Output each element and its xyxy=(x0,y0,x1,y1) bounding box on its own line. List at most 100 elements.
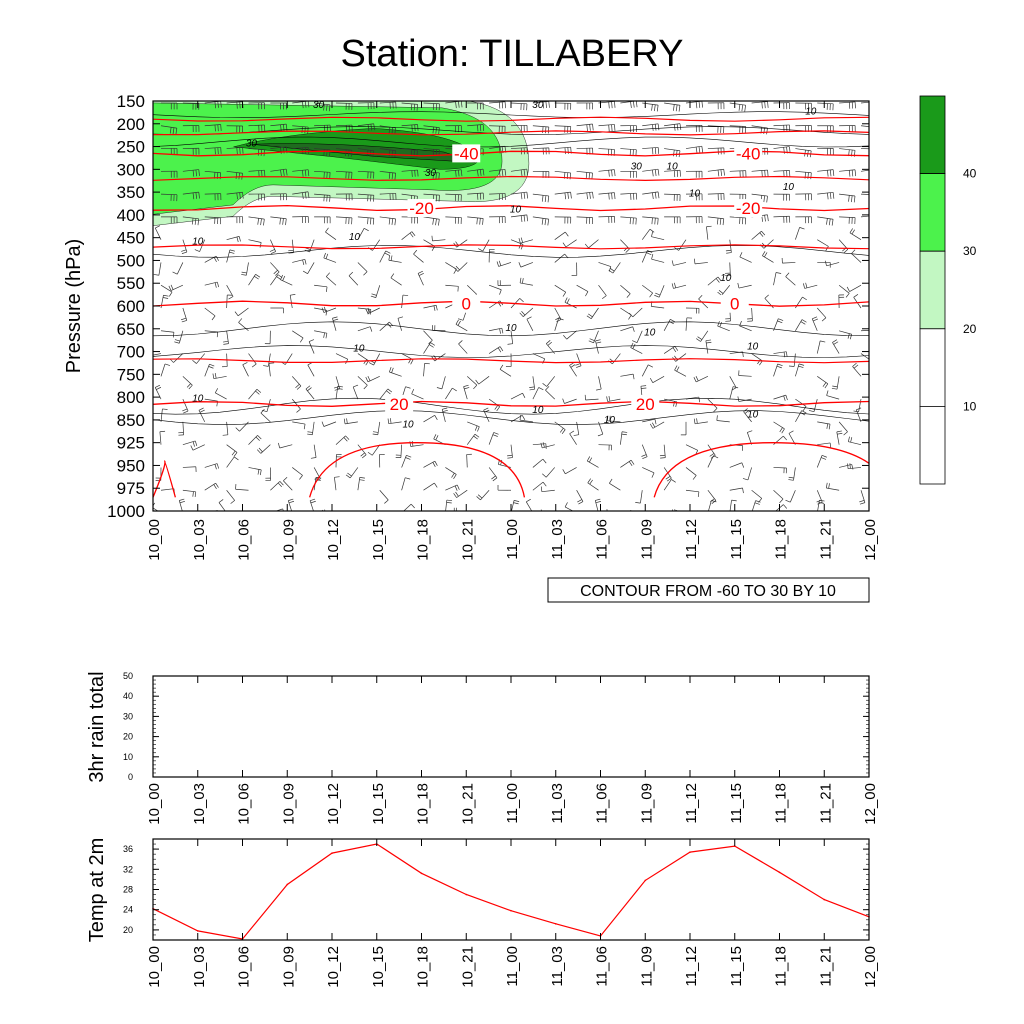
wind-barb-shaft xyxy=(445,284,459,287)
temperature-label: 0 xyxy=(462,295,471,314)
wind-barb xyxy=(278,442,293,449)
wind-barb-feather xyxy=(701,146,704,153)
wind-barb-shaft xyxy=(651,306,665,309)
temperature-contour xyxy=(153,244,869,250)
wind-barb xyxy=(314,102,331,112)
wind-barb-feather xyxy=(432,172,435,179)
time-tick-label: 10_18 xyxy=(415,519,432,561)
wind-barb-feather xyxy=(174,339,181,342)
wind-barb-feather xyxy=(501,101,504,109)
wind-barb-shaft xyxy=(773,421,785,430)
wind-barb-feather xyxy=(359,479,365,481)
wind-barb-feather xyxy=(611,192,613,200)
wind-barb-feather xyxy=(229,251,235,254)
wind-barb-feather xyxy=(477,426,480,432)
wind-barb-shaft xyxy=(307,364,315,377)
wind-barb-feather xyxy=(564,192,567,200)
wind-barb-shaft xyxy=(226,456,235,468)
wind-barb xyxy=(505,353,512,367)
wind-barb-shaft xyxy=(576,284,589,292)
wind-barb-shaft xyxy=(226,191,243,195)
wind-barb-feather xyxy=(323,252,326,259)
wind-barb-feather xyxy=(463,384,469,387)
wind-barb-feather xyxy=(214,388,219,394)
wind-barb xyxy=(423,216,440,226)
wind-speed-label: 10 xyxy=(192,394,204,405)
wind-barb-shaft xyxy=(789,490,796,503)
wind-barb-feather xyxy=(242,362,248,366)
wind-barb xyxy=(489,101,506,109)
wind-barb xyxy=(529,376,536,391)
rain-time-label: 10_00 xyxy=(146,783,163,825)
wind-barb-feather xyxy=(586,124,588,132)
wind-barb xyxy=(401,455,412,468)
wind-barb-feather xyxy=(776,365,782,369)
wind-barb-shaft xyxy=(729,462,742,468)
wind-barb xyxy=(467,216,484,225)
wind-barb-shaft xyxy=(248,216,265,220)
wind-barb-shaft xyxy=(607,513,620,514)
wind-barb xyxy=(497,484,512,491)
wind-barb-shaft xyxy=(826,487,840,491)
wind-barb xyxy=(489,168,507,177)
wind-barb-feather xyxy=(523,169,526,176)
wind-barb-shaft xyxy=(773,146,790,149)
wind-barb-shaft xyxy=(510,191,527,195)
wind-barb xyxy=(292,330,304,343)
wind-barb-shaft xyxy=(335,216,352,219)
wind-barb-shaft xyxy=(226,101,243,104)
wind-barb-feather xyxy=(215,483,219,488)
wind-barb-feather xyxy=(390,418,392,424)
wind-barb xyxy=(234,307,249,317)
wind-barb xyxy=(649,376,665,383)
wind-barb-feather xyxy=(302,259,305,266)
wind-barb-feather xyxy=(372,218,375,225)
wind-barb-shaft xyxy=(410,444,424,447)
wind-barb-feather xyxy=(540,442,543,449)
wind-barb xyxy=(445,169,463,177)
time-tick-label: 10_06 xyxy=(236,519,253,561)
wind-barb-feather xyxy=(235,172,238,179)
wind-barb-shaft xyxy=(675,353,687,362)
wind-speed-label: 30 xyxy=(313,100,325,111)
wind-barb-feather xyxy=(563,334,567,340)
wind-barb xyxy=(620,326,635,332)
wind-barb-feather xyxy=(229,249,235,252)
wind-barb-feather xyxy=(296,385,302,390)
wind-barb-feather xyxy=(570,192,572,199)
pressure-tick-label: 650 xyxy=(117,320,145,339)
wind-speed-contour xyxy=(153,410,869,425)
wind-barb-shaft xyxy=(554,318,559,331)
wind-barb xyxy=(411,388,424,400)
wind-barb-feather xyxy=(390,255,393,261)
wind-barb-feather xyxy=(871,170,872,176)
wind-barb-shaft xyxy=(532,376,536,390)
wind-barb-shaft xyxy=(663,319,671,331)
wind-barb-feather xyxy=(850,518,854,521)
wind-barb-shaft xyxy=(226,146,243,149)
wind-barb-feather xyxy=(778,318,784,321)
wind-barb xyxy=(292,169,310,177)
wind-barb xyxy=(817,421,831,430)
wind-barb-shaft xyxy=(598,262,611,267)
wind-barb-feather xyxy=(651,472,655,478)
wind-barb-feather xyxy=(234,311,239,317)
wind-barb-feather xyxy=(576,365,582,368)
rain-time-label: 11_03 xyxy=(549,783,566,824)
wind-barb-feather xyxy=(388,127,391,134)
colorbar-segment xyxy=(919,173,946,252)
wind-barb xyxy=(685,444,699,456)
wind-barb-shaft xyxy=(860,490,866,503)
wind-barb-feather xyxy=(520,169,523,177)
wind-barb-feather xyxy=(182,408,188,412)
wind-barb xyxy=(403,503,415,511)
wind-barb-feather xyxy=(608,124,610,132)
wind-barb xyxy=(270,481,284,491)
wind-barb-feather xyxy=(500,459,503,466)
temp-time-label: 11_00 xyxy=(504,946,521,987)
wind-barb-feather xyxy=(649,228,655,233)
wind-barb-feather xyxy=(829,192,832,200)
wind-barb-shaft xyxy=(357,376,368,386)
wind-barb xyxy=(642,168,660,177)
wind-barb xyxy=(423,170,440,180)
